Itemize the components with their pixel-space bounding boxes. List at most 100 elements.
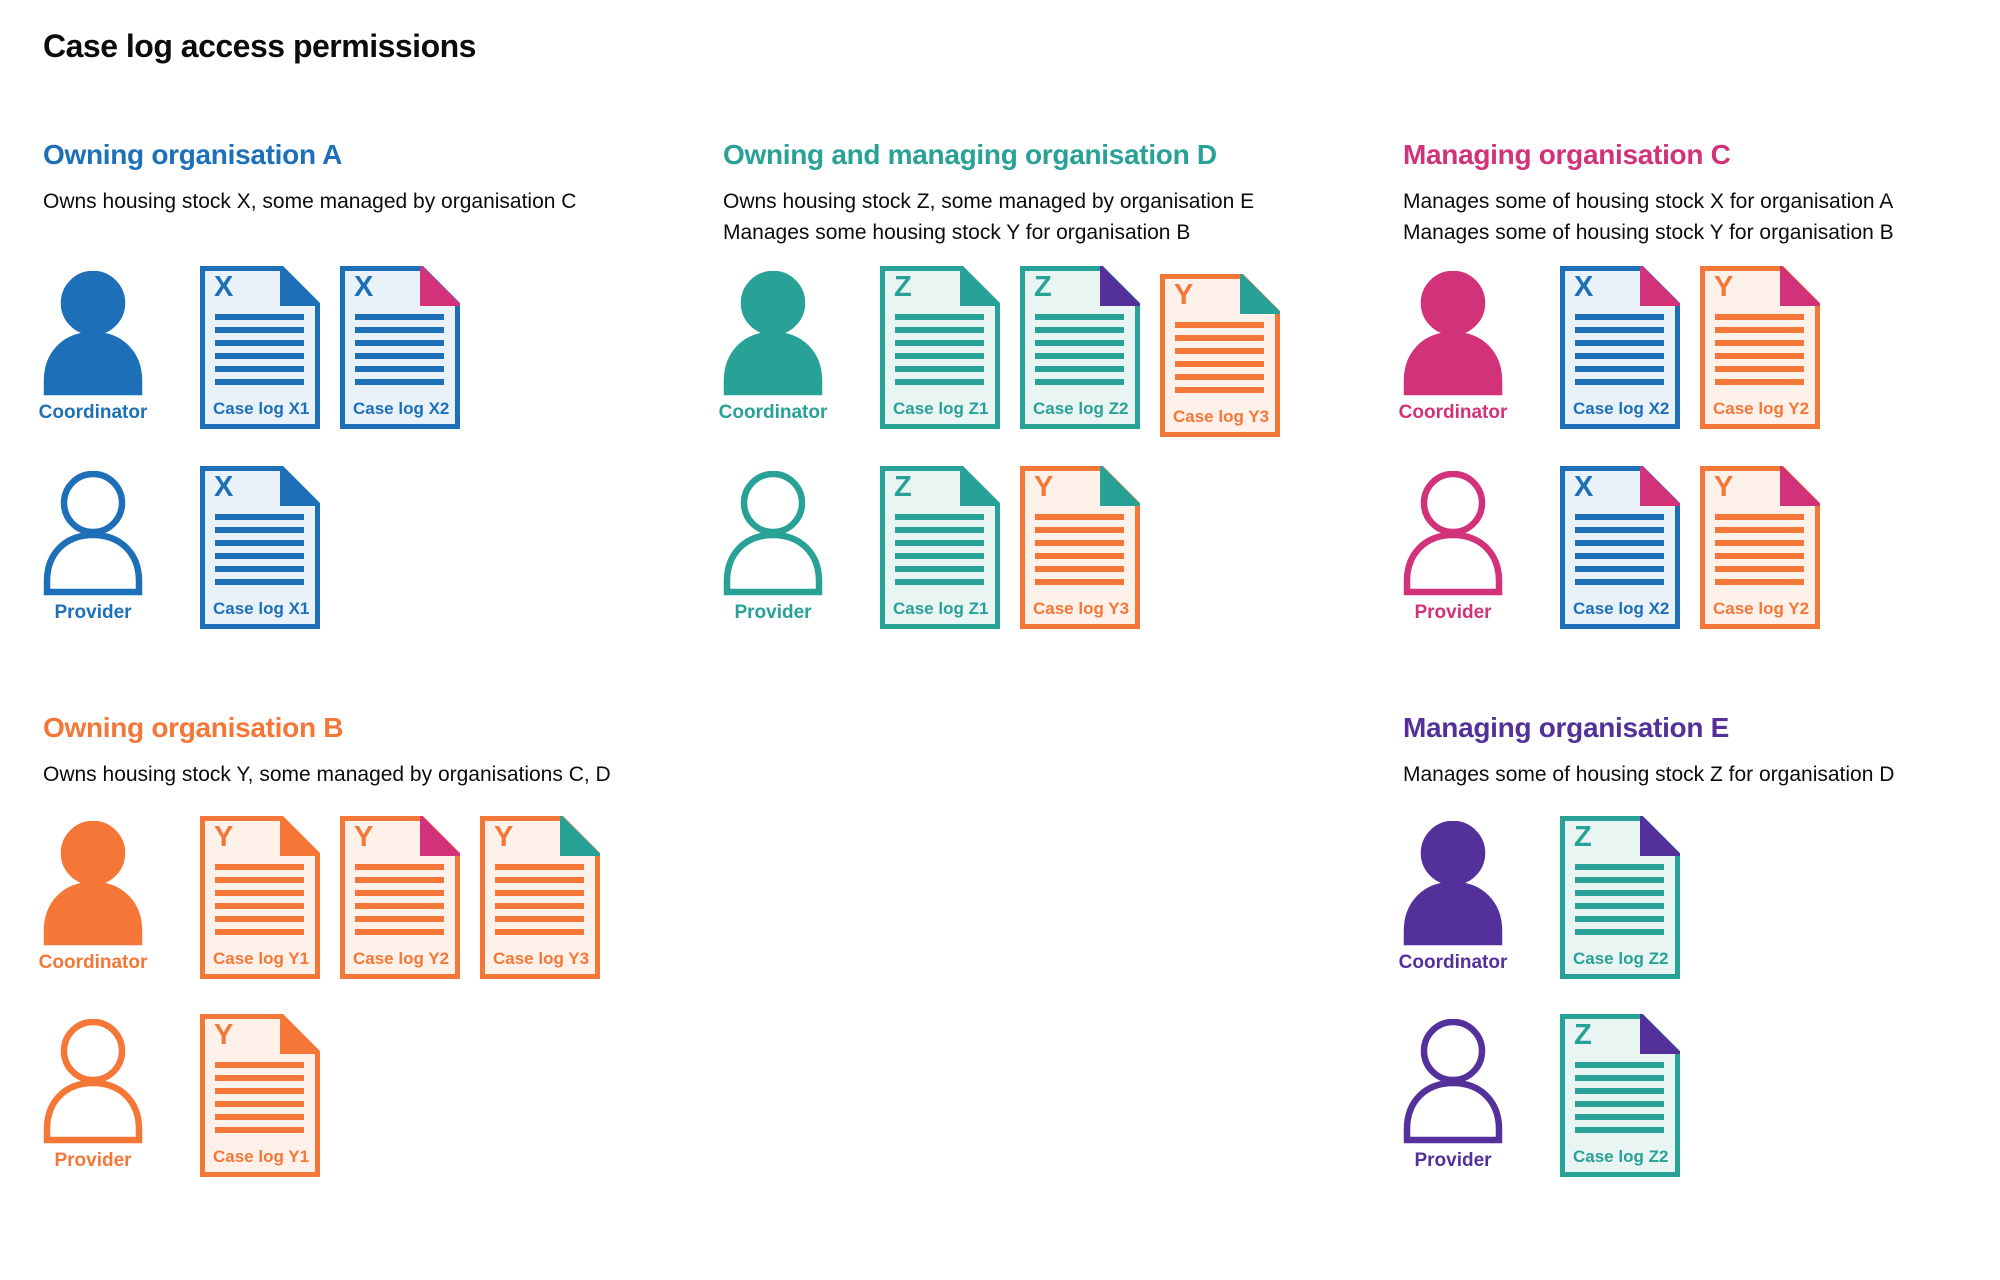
section-owning-organisation-a: Owning organisation A Owns housing stock… <box>39 138 703 629</box>
role-label: Provider <box>54 1150 132 1171</box>
document-icon <box>1560 466 1680 629</box>
case-log-label: Case log Y2 <box>1713 599 1810 618</box>
coordinator-person: Coordinator <box>1398 266 1508 424</box>
stock-letter: X <box>214 271 234 303</box>
case-log-label: Case log Y3 <box>1173 407 1270 426</box>
document-text-lines <box>215 864 304 942</box>
case-log-doc: Y Case log Y2 <box>340 816 460 979</box>
case-log-label: Case log Y2 <box>353 949 450 968</box>
role-label: Provider <box>1414 602 1492 623</box>
document-icon <box>200 466 320 629</box>
case-log-doc: Y Case log Y1 <box>200 816 320 979</box>
document-text-lines <box>895 514 984 592</box>
role-label: Provider <box>1414 1150 1492 1171</box>
case-log-doc: Y Case log Y3 <box>480 816 600 979</box>
case-log-doc: Z Case log Z2 <box>1020 266 1140 429</box>
case-log-docs: X Case log X1 X Case log X2 <box>200 266 460 429</box>
subtitle-line: Owns housing stock X, some managed by or… <box>43 190 577 213</box>
person-filled-icon <box>723 271 823 396</box>
coordinator-row: Coordinator Y Case log Y1 <box>39 816 703 982</box>
case-log-docs: X Case log X2 Y Case log Y2 <box>1560 266 1820 429</box>
subtitle-line: Manages some of housing stock Z for orga… <box>1403 763 1895 786</box>
case-log-label: Case log Y3 <box>493 949 590 968</box>
case-log-label: Case log Y1 <box>213 949 310 968</box>
document-text-lines <box>355 864 444 942</box>
person-outline-icon <box>1403 471 1503 596</box>
document-text-lines <box>215 1062 304 1140</box>
stock-letter: Z <box>1574 1019 1592 1051</box>
stock-letter: Y <box>1714 271 1734 303</box>
case-log-docs: Z Case log Z2 <box>1560 1014 1680 1177</box>
person-outline-icon <box>43 1019 143 1144</box>
case-log-docs: Y Case log Y1 <box>200 1014 320 1177</box>
role-label: Provider <box>54 602 132 623</box>
document-icon <box>340 816 460 979</box>
case-log-label: Case log X1 <box>213 399 310 418</box>
stock-letter: X <box>1574 271 1594 303</box>
stock-letter: Y <box>1714 471 1734 503</box>
document-text-lines <box>1575 1062 1664 1140</box>
document-icon <box>880 266 1000 429</box>
case-log-label: Case log Z1 <box>893 599 989 618</box>
person-outline-icon <box>723 471 823 596</box>
case-log-doc: X Case log X1 <box>200 266 320 429</box>
person-filled-icon <box>43 271 143 396</box>
case-log-doc: Y Case log Y3 <box>1020 466 1140 629</box>
stock-letter: X <box>1574 471 1594 503</box>
section-managing-organisation-e: Managing organisation E Manages some of … <box>1399 711 2000 1177</box>
document-text-lines <box>1575 514 1664 592</box>
case-log-label: Case log Y3 <box>1033 599 1130 618</box>
stock-letter: Z <box>1034 271 1052 303</box>
stock-letter: Z <box>1574 821 1592 853</box>
coordinator-person: Coordinator <box>38 266 148 424</box>
provider-person: Provider <box>1398 1014 1508 1172</box>
document-text-lines <box>355 314 444 392</box>
coordinator-row: Coordinator Z Case log Z2 <box>1399 816 2000 982</box>
case-log-doc: X Case log X2 <box>1560 466 1680 629</box>
case-log-docs: Z Case log Z1 Y Case log Y3 <box>880 466 1140 629</box>
stock-letter: X <box>354 271 374 303</box>
document-icon <box>1560 266 1680 429</box>
section-heading: Owning and managing organisation D <box>723 139 1217 170</box>
role-label: Coordinator <box>718 402 828 423</box>
document-icon <box>1020 266 1140 429</box>
section-managing-organisation-c: Managing organisation C Manages some of … <box>1399 138 2000 629</box>
case-log-docs: X Case log X2 Y Case log Y2 <box>1560 466 1820 629</box>
provider-row: Provider X Case log X1 <box>43 466 703 632</box>
coordinator-person: Coordinator <box>718 266 828 424</box>
document-text-lines <box>215 314 304 392</box>
subtitle-line: Manages some of housing stock Y for orga… <box>1403 221 1894 244</box>
subtitle-line: Owns housing stock Y, some managed by or… <box>43 763 611 786</box>
document-icon <box>480 816 600 979</box>
section-heading: Managing organisation C <box>1403 139 1731 170</box>
case-log-docs: Z Case log Z2 <box>1560 816 1680 979</box>
document-icon <box>200 1014 320 1177</box>
stock-letter: Y <box>1174 279 1194 311</box>
stock-letter: Y <box>494 821 514 853</box>
provider-row: Provider Y Case log Y1 <box>43 1014 703 1180</box>
case-log-doc: Y Case log Y2 <box>1700 266 1820 429</box>
case-log-doc: Z Case log Z2 <box>1560 1014 1680 1177</box>
coordinator-person: Coordinator <box>38 816 148 974</box>
provider-person: Provider <box>718 466 828 624</box>
case-log-doc: Y Case log Y3 <box>1160 274 1280 437</box>
stock-letter: Y <box>354 821 374 853</box>
person-outline-icon <box>43 471 143 596</box>
stock-letter: X <box>214 471 234 503</box>
section-heading: Owning organisation B <box>43 712 344 743</box>
document-text-lines <box>1715 514 1804 592</box>
document-icon <box>200 816 320 979</box>
section-subtitle: Manages some of housing stock Z for orga… <box>1403 759 1894 790</box>
page-title: Case log access permissions <box>43 28 476 64</box>
case-log-doc: Z Case log Z1 <box>880 266 1000 429</box>
section-subtitle: Owns housing stock Z, some managed by or… <box>723 186 1254 248</box>
person-filled-icon <box>43 821 143 946</box>
coordinator-row: Coordinator X Case log X1 <box>39 266 703 432</box>
document-text-lines <box>895 314 984 392</box>
provider-person: Provider <box>38 1014 148 1172</box>
case-log-label: Case log X2 <box>1573 399 1670 418</box>
role-label: Coordinator <box>38 952 148 973</box>
person-filled-icon <box>1403 271 1503 396</box>
provider-person: Provider <box>38 466 148 624</box>
document-text-lines <box>1715 314 1804 392</box>
